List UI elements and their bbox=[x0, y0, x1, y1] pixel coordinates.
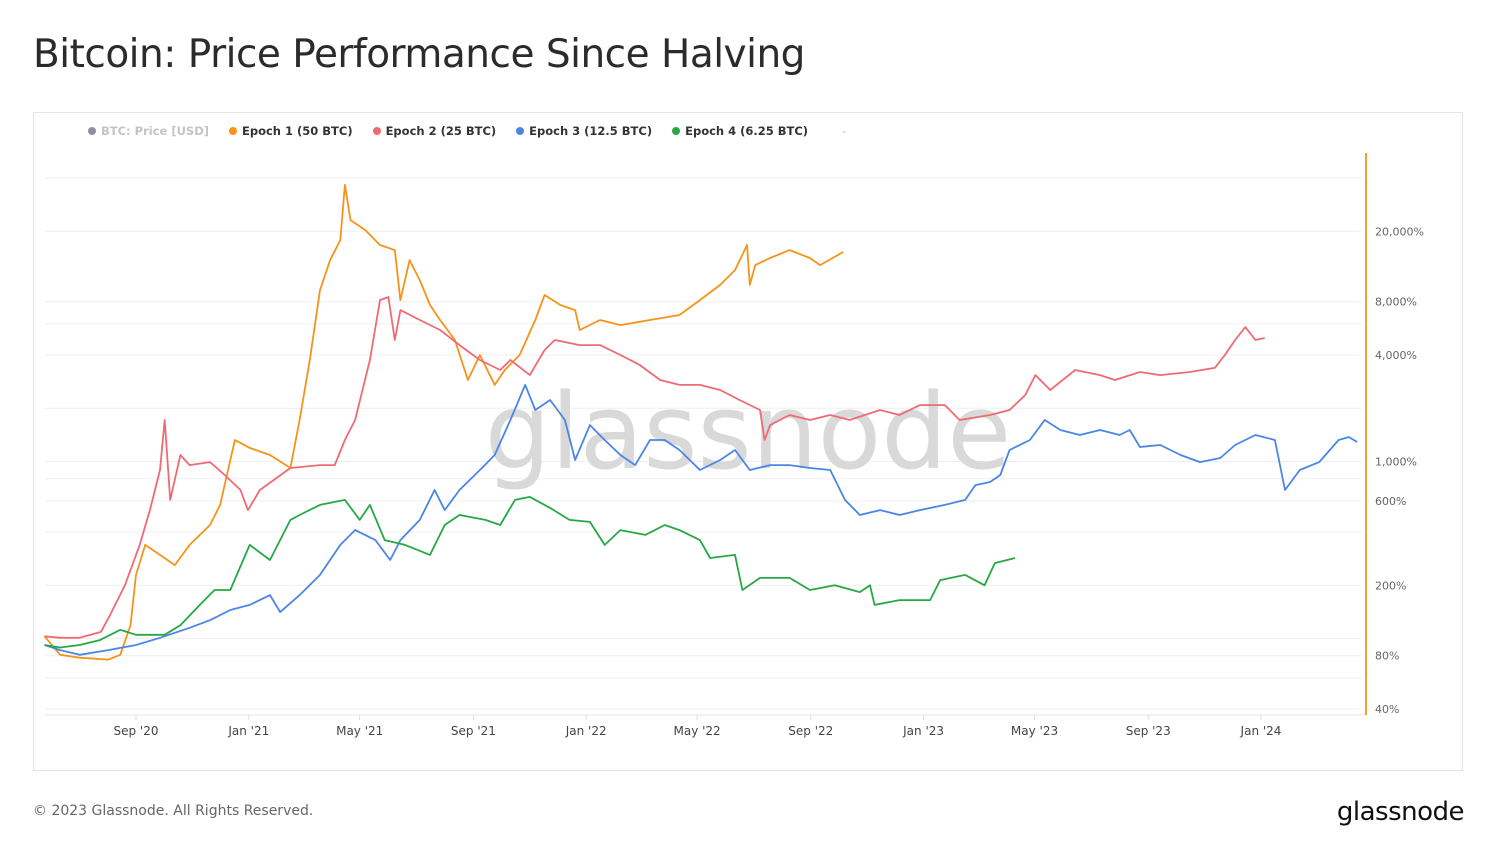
legend-dot-icon bbox=[88, 127, 96, 135]
x-tick-label: Sep '23 bbox=[1126, 724, 1171, 738]
watermark: glassnode bbox=[485, 371, 1012, 493]
x-tick-label: Jan '24 bbox=[1240, 724, 1282, 738]
x-tick-label: May '22 bbox=[674, 724, 721, 738]
y-tick-label: 1,000% bbox=[1375, 456, 1417, 469]
series-line-epoch-1[interactable] bbox=[43, 184, 844, 661]
series-line-epoch-3[interactable] bbox=[44, 384, 1358, 656]
series-line-epoch-4[interactable] bbox=[44, 496, 1016, 649]
legend-item-epoch-2[interactable]: Epoch 2 (25 BTC) bbox=[372, 124, 497, 138]
legend-item-epoch-3[interactable]: Epoch 3 (12.5 BTC) bbox=[516, 124, 652, 138]
x-tick-label: Sep '21 bbox=[451, 724, 496, 738]
legend-dot-icon bbox=[229, 127, 237, 135]
x-ticks: Sep '20 Jan '21 May '21 Sep '21 Jan '22 May '… bbox=[114, 715, 1282, 738]
y-tick-label: 4,000% bbox=[1375, 349, 1417, 362]
y-tick-label: 40% bbox=[1375, 703, 1399, 716]
x-tick-label: May '21 bbox=[336, 724, 383, 738]
legend-item-btc-price[interactable]: BTC: Price [USD] bbox=[88, 124, 209, 138]
y-ticks: 40% 80% 200% 600% 1,000% 4,000% 8,000% 20,000% bbox=[1375, 225, 1424, 716]
x-tick-label: Jan '23 bbox=[902, 724, 944, 738]
page-title: Bitcoin: Price Performance Since Halving bbox=[33, 32, 805, 77]
legend-label: BTC: Price [USD] bbox=[101, 124, 209, 138]
x-tick-label: Jan '21 bbox=[227, 724, 269, 738]
gridlines bbox=[45, 177, 1362, 710]
legend-label: Epoch 2 (25 BTC) bbox=[385, 124, 497, 138]
y-tick-label: 600% bbox=[1375, 495, 1406, 508]
legend-dot-icon bbox=[516, 127, 525, 135]
x-tick-label: May '23 bbox=[1011, 724, 1058, 738]
series-lines bbox=[43, 184, 1358, 661]
y-tick-label: 20,000% bbox=[1375, 225, 1424, 238]
y-tick-label: 200% bbox=[1375, 579, 1406, 592]
legend-label: Epoch 4 (6.25 BTC) bbox=[685, 124, 809, 138]
legend-item-epoch-1[interactable]: Epoch 1 (50 BTC) bbox=[229, 124, 353, 138]
y-tick-label: 80% bbox=[1375, 650, 1399, 663]
x-tick-label: Sep '20 bbox=[114, 724, 159, 738]
copyright: © 2023 Glassnode. All Rights Reserved. bbox=[33, 803, 314, 819]
legend-item-epoch-4[interactable]: Epoch 4 (6.25 BTC) bbox=[672, 124, 808, 138]
legend: BTC: Price [USD] Epoch 1 (50 BTC) Epoch … bbox=[88, 124, 846, 138]
legend-extra: - bbox=[842, 124, 847, 138]
legend-label: Epoch 1 (50 BTC) bbox=[242, 124, 353, 138]
y-tick-label: 8,000% bbox=[1375, 296, 1417, 309]
glassnode-logo[interactable]: glassnode bbox=[1336, 797, 1465, 827]
series-line-epoch-2[interactable] bbox=[44, 296, 1265, 639]
legend-dot-icon bbox=[372, 127, 381, 135]
x-tick-label: Jan '22 bbox=[565, 724, 607, 738]
x-tick-label: Sep '22 bbox=[788, 724, 833, 738]
legend-label: Epoch 3 (12.5 BTC) bbox=[529, 124, 653, 138]
legend-dot-icon bbox=[672, 127, 681, 135]
chart-panel bbox=[33, 112, 1463, 771]
